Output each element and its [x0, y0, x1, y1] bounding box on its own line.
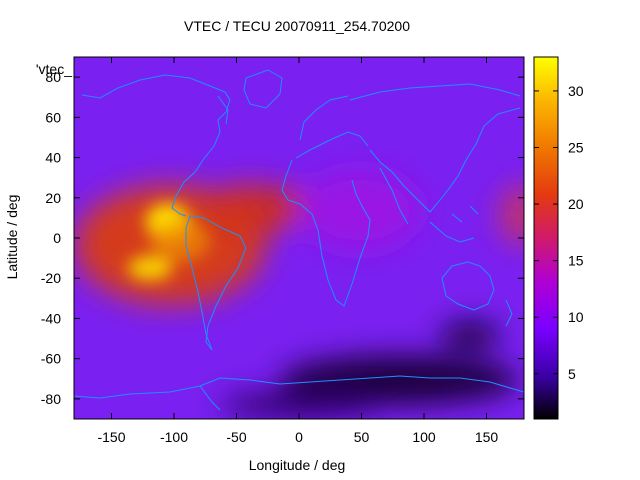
coastlines: [74, 69, 524, 411]
y-tick-label-4: 0: [53, 230, 61, 246]
heat-blob-indian: [300, 170, 420, 250]
heat-blob-africa: [250, 187, 310, 223]
y-axis-label: Latitude / deg: [4, 195, 20, 280]
coast-greenland: [243, 69, 283, 109]
x-tick-label-5: 100: [412, 429, 436, 445]
coast-new-zealand: [505, 299, 513, 327]
cb-tick-label-5: 30: [568, 83, 584, 99]
y-axis-ticks: -80 -60 -40 -20 0 20 40 60 80: [41, 69, 524, 407]
heat-peak-halo: [150, 218, 210, 262]
y-tick-label-8: 80: [45, 69, 61, 85]
legend-key: 'vtec_: [36, 61, 72, 77]
coast-europe-africa: [281, 95, 371, 307]
heat-dark-polar: [220, 391, 380, 419]
y-tick-label-2: -40: [41, 310, 61, 326]
x-tick-label-1: -100: [160, 429, 188, 445]
coast-southeast-asia: [429, 205, 479, 243]
chart-title: VTEC / TECU 20070911_254.70200: [184, 18, 410, 34]
colorbar-ticks: 5 10 15 20 25 30: [534, 83, 584, 382]
cb-tick-label-2: 15: [568, 253, 584, 269]
y-tick-label-1: -60: [41, 351, 61, 367]
y-tick-label-5: 20: [45, 190, 61, 206]
x-axis-label: Longitude / deg: [249, 457, 346, 473]
cb-tick-label-1: 10: [568, 309, 584, 325]
cb-tick-label-3: 20: [568, 196, 584, 212]
x-tick-label-4: 50: [354, 429, 370, 445]
coast-antarctica: [74, 375, 524, 411]
cb-tick-label-0: 5: [568, 366, 576, 382]
coast-north-america: [81, 74, 231, 217]
heat-blob-east-edge: [500, 185, 524, 245]
heat-dark-southeast: [440, 323, 500, 347]
y-tick-label-0: -80: [41, 391, 61, 407]
coast-south-america: [185, 215, 247, 351]
x-axis-ticks: -150 -100 -50 0 50 100 150: [97, 57, 498, 445]
x-tick-label-3: 0: [295, 429, 303, 445]
x-tick-label-0: -150: [97, 429, 125, 445]
coast-asia: [349, 83, 521, 225]
y-tick-label-3: -20: [41, 270, 61, 286]
heat-peak-south: [128, 256, 172, 280]
y-tick-label-7: 60: [45, 109, 61, 125]
heatmap-layer: [74, 57, 524, 419]
heatmap-peaks: [128, 204, 210, 280]
cb-tick-label-4: 25: [568, 140, 584, 156]
x-tick-label-2: -50: [226, 429, 246, 445]
y-tick-label-6: 40: [45, 150, 61, 166]
coast-australia: [441, 261, 495, 311]
x-tick-label-6: 150: [475, 429, 499, 445]
heat-dark-south: [280, 355, 520, 405]
colorbar: [533, 56, 559, 420]
